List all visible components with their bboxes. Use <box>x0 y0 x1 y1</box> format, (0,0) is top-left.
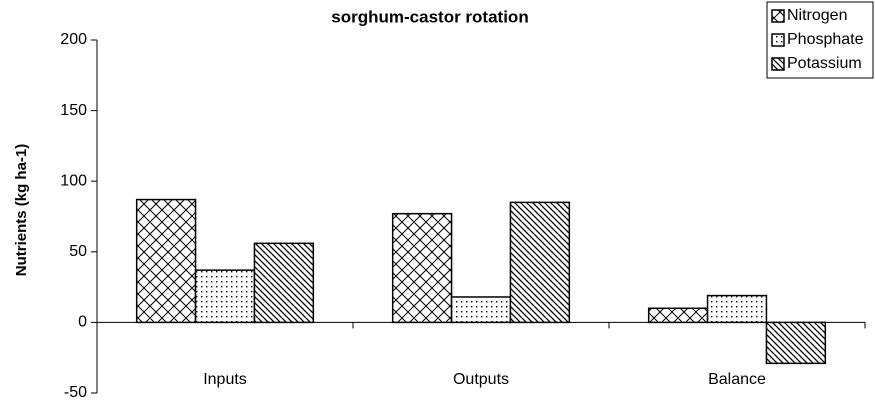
bar <box>194 269 256 324</box>
bar <box>253 242 315 324</box>
y-tick-label: 100 <box>60 172 87 189</box>
bar <box>647 307 709 324</box>
bar <box>509 201 571 324</box>
bar <box>765 321 827 365</box>
y-tick-label: 50 <box>69 243 87 260</box>
legend-swatch <box>771 57 785 71</box>
y-tick-label: 200 <box>60 31 87 48</box>
x-tick-label: Balance <box>708 371 766 388</box>
bar <box>450 296 512 324</box>
legend-label: Potassium <box>787 55 862 72</box>
y-tick-label: -50 <box>64 384 87 400</box>
legend-swatch <box>771 9 785 23</box>
x-tick-label: Inputs <box>203 371 247 388</box>
legend-swatch <box>771 33 785 47</box>
bar <box>135 198 197 324</box>
bar <box>391 212 453 324</box>
y-tick-label: 150 <box>60 102 87 119</box>
y-axis-label: Nutrients (kg ha-1) <box>13 144 30 277</box>
chart-title: sorghum-castor rotation <box>331 7 528 26</box>
x-tick-label: Outputs <box>453 371 509 388</box>
y-tick-label: 0 <box>78 314 87 331</box>
bar <box>706 294 768 324</box>
legend-label: Phosphate <box>787 31 864 48</box>
legend-label: Nitrogen <box>787 7 847 24</box>
